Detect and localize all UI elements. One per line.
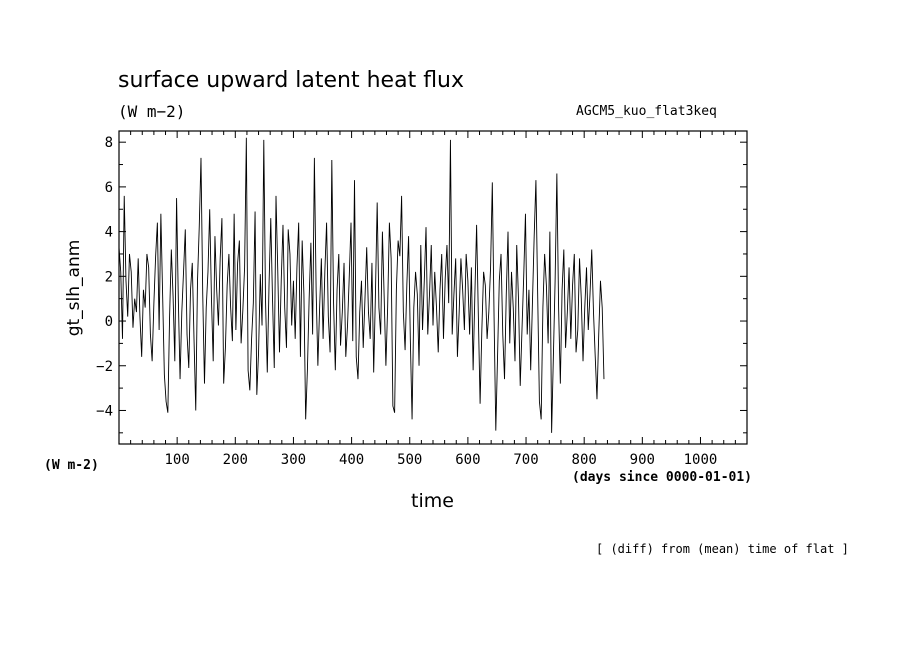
x-tick-label: 200 bbox=[223, 452, 248, 468]
plot-frame bbox=[118, 130, 748, 445]
x-tick-label: 600 bbox=[455, 452, 480, 468]
x-tick-label: 700 bbox=[513, 452, 538, 468]
footer-note: [ (diff) from (mean) time of flat ] bbox=[596, 542, 849, 556]
x-tick-label: 100 bbox=[164, 452, 189, 468]
series-line bbox=[118, 137, 605, 433]
y-tick-label: 6 bbox=[105, 180, 113, 196]
y-tick-label: 0 bbox=[105, 314, 113, 330]
x-tick-label: 400 bbox=[339, 452, 364, 468]
x-axis-units-right: (days since 0000-01-01) bbox=[572, 470, 753, 485]
x-axis-units-left: (W m-2) bbox=[44, 458, 99, 473]
x-tick-label: 800 bbox=[572, 452, 597, 468]
x-axis-label: time bbox=[411, 490, 454, 512]
units-label: (W m−2) bbox=[118, 102, 186, 121]
x-tick-label: 900 bbox=[630, 452, 655, 468]
chart-title: surface upward latent heat flux bbox=[118, 68, 465, 93]
x-tick-label: 300 bbox=[281, 452, 306, 468]
y-tick-label: −4 bbox=[96, 403, 113, 419]
y-tick-label: 8 bbox=[105, 135, 113, 151]
run-name-label: AGCM5_kuo_flat3keq bbox=[576, 104, 717, 119]
y-tick-label: 2 bbox=[105, 269, 113, 285]
y-tick-label: 4 bbox=[105, 225, 113, 241]
x-tick-label: 500 bbox=[397, 452, 422, 468]
axis-ticks: 100 200 300 400 500 600 700 800 900 1000 −4 −2 0 2 4 6 8 bbox=[96, 131, 747, 468]
y-tick-label: −2 bbox=[96, 359, 113, 375]
x-tick-label: 1000 bbox=[684, 452, 718, 468]
